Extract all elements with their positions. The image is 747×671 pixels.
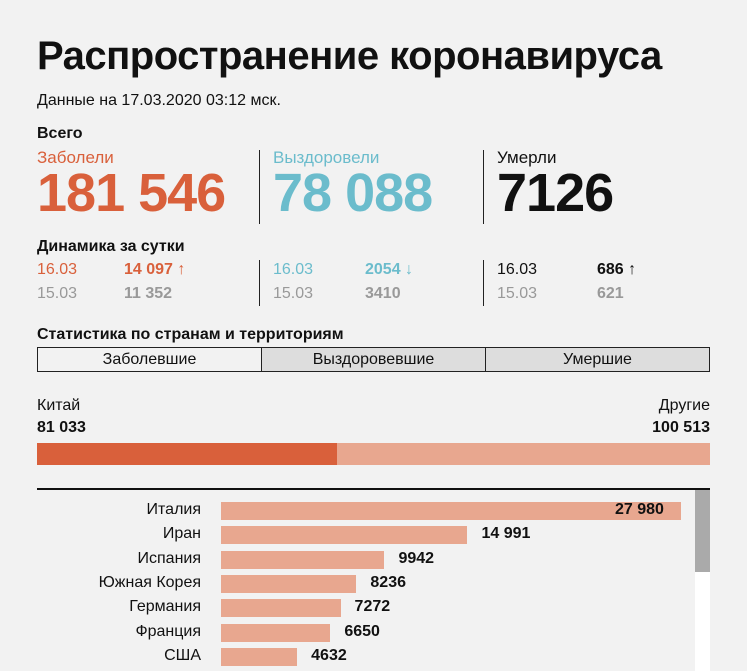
countries-heading: Статистика по странам и территориям xyxy=(37,326,344,343)
country-bar xyxy=(221,526,468,545)
recovered-date-2: 15.03 xyxy=(273,285,314,302)
country-label: Франция xyxy=(135,622,201,640)
country-label: США xyxy=(164,646,201,664)
country-label: Германия xyxy=(129,598,201,616)
infected-date-2: 15.03 xyxy=(37,285,78,302)
tab-died[interactable]: Умершие xyxy=(485,348,709,371)
recovered-daily-2: 3410 xyxy=(365,285,401,302)
recovered-total: 78 088 xyxy=(273,163,433,223)
country-value: 14 991 xyxy=(481,525,531,543)
country-bar xyxy=(221,647,298,666)
country-label: Южная Корея xyxy=(98,573,201,591)
scrollbar[interactable] xyxy=(695,490,710,671)
recovered-daily-1: 2054 xyxy=(365,261,401,278)
tab-recovered[interactable]: Выздоровевшие xyxy=(261,348,485,371)
split-bar xyxy=(37,443,710,465)
country-bar xyxy=(221,502,681,520)
country-bar xyxy=(221,574,357,593)
arrow-up-icon: ↑ xyxy=(177,261,186,278)
country-label: Италия xyxy=(146,501,201,518)
china-bar-segment xyxy=(37,443,338,465)
arrow-up-icon: ↑ xyxy=(628,261,637,278)
data-date: Данные на 17.03.2020 03:12 мск. xyxy=(37,92,281,109)
died-label: Умерли xyxy=(497,148,557,167)
country-bar xyxy=(221,599,341,618)
died-date-1: 16.03 xyxy=(497,261,538,278)
infected-daily-2: 11 352 xyxy=(124,285,173,302)
country-value: 6650 xyxy=(344,622,380,640)
country-label: Испания xyxy=(137,549,202,567)
country-bar xyxy=(221,623,331,642)
others-value: 100 513 xyxy=(652,419,710,436)
stat-tabs: Заболевшие Выздоровевшие Умершие xyxy=(37,347,710,372)
country-label: Иран xyxy=(162,525,201,543)
died-daily-1: 686 xyxy=(597,261,624,278)
died-daily-2: 621 xyxy=(597,285,624,302)
infected-total: 181 546 xyxy=(37,163,226,223)
scrollbar-thumb[interactable] xyxy=(695,490,710,572)
country-value: 4632 xyxy=(311,646,347,664)
infected-daily-1: 14 097 xyxy=(124,261,173,278)
country-value: 9942 xyxy=(398,549,435,567)
country-bar xyxy=(221,550,385,569)
recovered-label: Выздоровели xyxy=(273,148,380,167)
infected-label: Заболели xyxy=(37,148,114,167)
recovered-date-1: 16.03 xyxy=(273,261,314,278)
tab-infected[interactable]: Заболевшие xyxy=(38,348,261,371)
china-value: 81 033 xyxy=(37,419,86,436)
totals-heading: Всего xyxy=(37,125,83,142)
arrow-down-icon: ↓ xyxy=(405,261,414,278)
country-value: 7272 xyxy=(354,598,391,616)
died-total: 7126 xyxy=(497,163,614,223)
country-value: 8236 xyxy=(370,573,406,591)
infected-date-1: 16.03 xyxy=(37,261,78,278)
china-label: Китай xyxy=(37,397,81,414)
page-title: Распространение коронавируса xyxy=(37,34,662,78)
died-date-2: 15.03 xyxy=(497,285,538,302)
country-value: 27 980 xyxy=(615,501,664,518)
divider xyxy=(37,488,710,490)
others-label: Другие xyxy=(658,397,710,414)
daily-heading: Динамика за сутки xyxy=(37,238,185,255)
